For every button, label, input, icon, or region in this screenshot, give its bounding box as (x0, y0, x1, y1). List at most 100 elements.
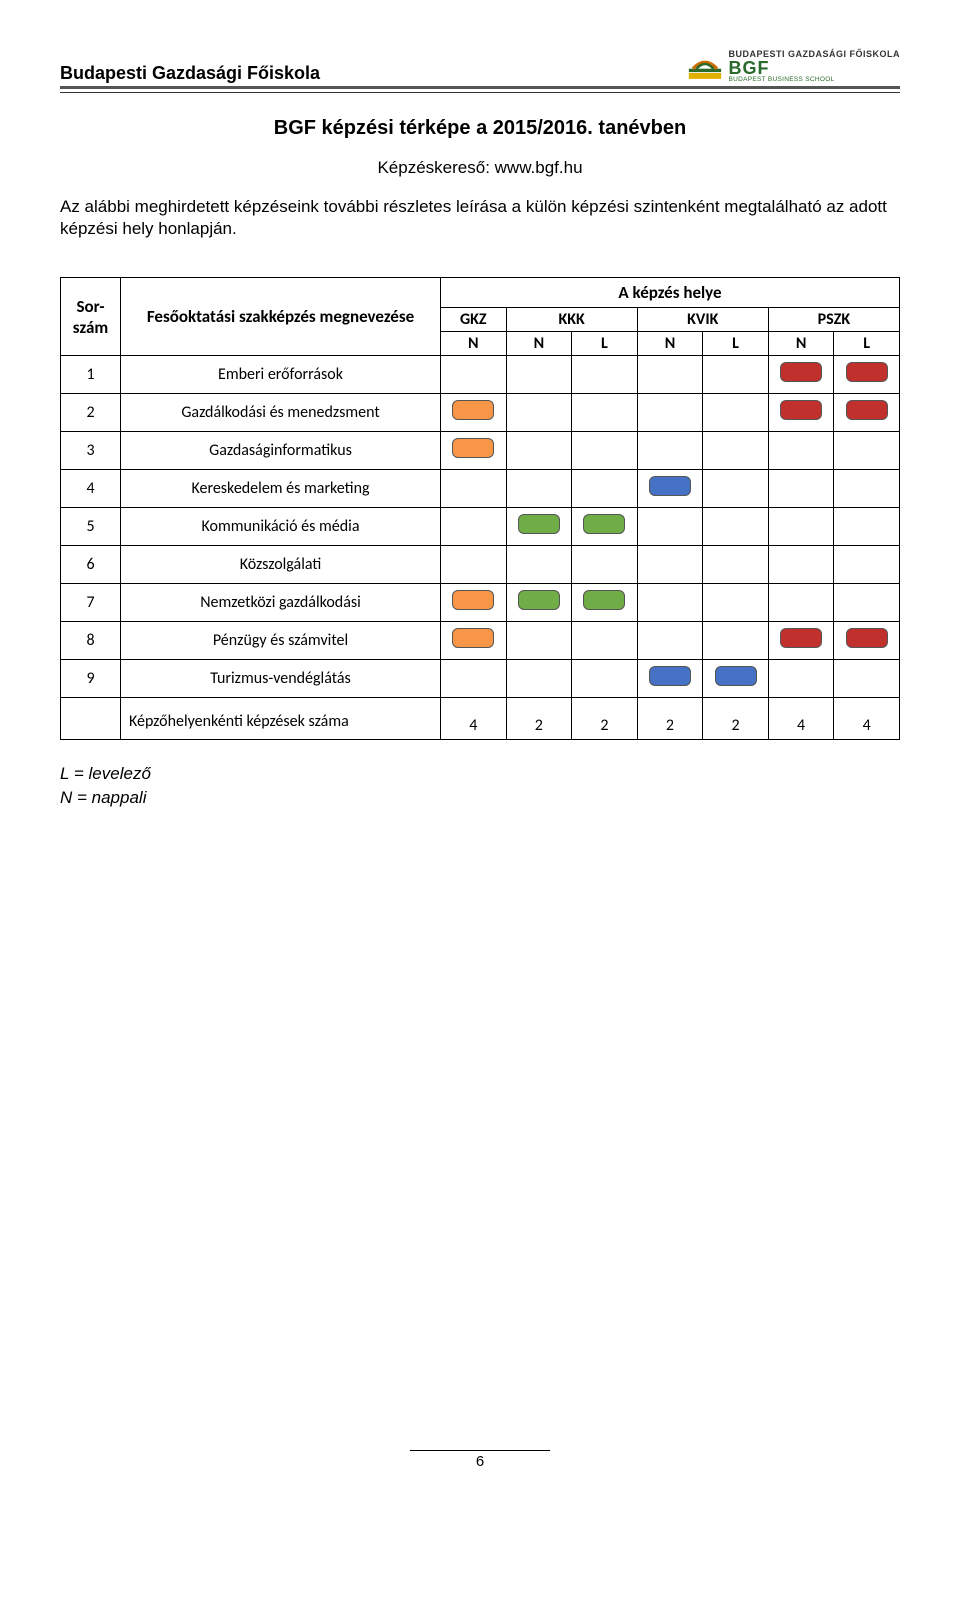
th-sublabel: N (637, 332, 703, 356)
row-number: 6 (61, 546, 121, 584)
grid-cell (637, 584, 703, 622)
color-chip (518, 590, 560, 610)
logo-sub-line: BUDAPEST BUSINESS SCHOOL (728, 77, 900, 84)
row-number: 5 (61, 508, 121, 546)
grid-cell (637, 622, 703, 660)
grid-cell (637, 470, 703, 508)
intro-paragraph: Az alábbi meghirdetett képzéseink tovább… (60, 196, 900, 242)
grid-cell (768, 394, 834, 432)
legend: L = levelező N = nappali (60, 762, 900, 810)
th-sublabel: N (506, 332, 572, 356)
grid-cell (637, 546, 703, 584)
page-footer: 6 (60, 1450, 900, 1470)
color-chip (715, 666, 757, 686)
page-subtitle: Képzéskereső: www.bgf.hu (60, 158, 900, 178)
totals-value: 2 (572, 698, 638, 740)
row-label: Turizmus-vendéglátás (121, 660, 441, 698)
grid-cell (834, 508, 900, 546)
grid-cell (834, 394, 900, 432)
grid-cell (572, 356, 638, 394)
th-sorszam-text: Sor- szám (73, 296, 108, 338)
color-chip (780, 362, 822, 382)
totals-value: 2 (506, 698, 572, 740)
grid-cell (768, 432, 834, 470)
totals-blank (61, 698, 121, 740)
row-label: Pénzügy és számvitel (121, 622, 441, 660)
table-row: 9Turizmus-vendéglátás (61, 660, 900, 698)
grid-cell (637, 356, 703, 394)
grid-cell (637, 394, 703, 432)
row-label: Gazdaságinformatikus (121, 432, 441, 470)
table-row: 8Pénzügy és számvitel (61, 622, 900, 660)
grid-cell (506, 356, 572, 394)
color-chip (846, 400, 888, 420)
grid-cell (703, 470, 769, 508)
grid-cell (441, 622, 507, 660)
grid-cell (441, 508, 507, 546)
row-label: Gazdálkodási és menedzsment (121, 394, 441, 432)
row-number: 2 (61, 394, 121, 432)
totals-value: 2 (703, 698, 769, 740)
grid-cell (441, 432, 507, 470)
color-chip (583, 590, 625, 610)
grid-cell (834, 432, 900, 470)
row-number: 1 (61, 356, 121, 394)
grid-cell (637, 432, 703, 470)
legend-n: N = nappali (60, 786, 900, 810)
color-chip (452, 400, 494, 420)
color-chip (452, 438, 494, 458)
grid-cell (703, 660, 769, 698)
grid-cell (572, 394, 638, 432)
grid-cell (703, 546, 769, 584)
row-number: 4 (61, 470, 121, 508)
totals-label: Képzőhelyenkénti képzések száma (121, 698, 441, 740)
grid-cell (441, 584, 507, 622)
th-megnevezes: Fesőoktatási szakképzés megnevezése (121, 278, 441, 356)
th-sublabel: L (834, 332, 900, 356)
row-label: Kommunikáció és média (121, 508, 441, 546)
grid-cell (506, 394, 572, 432)
color-chip (518, 514, 560, 534)
totals-value: 4 (768, 698, 834, 740)
color-chip (780, 400, 822, 420)
grid-cell (506, 432, 572, 470)
grid-cell (703, 584, 769, 622)
table-row: 1Emberi erőforrások (61, 356, 900, 394)
grid-cell (768, 546, 834, 584)
page-header: Budapesti Gazdasági Főiskola BUDAPESTI G… (60, 50, 900, 89)
row-label: Emberi erőforrások (121, 356, 441, 394)
grid-cell (572, 508, 638, 546)
th-location: KVIK (637, 308, 768, 332)
grid-cell (834, 622, 900, 660)
color-chip (452, 628, 494, 648)
logo: BUDAPESTI GAZDASÁGI FŐISKOLA BGF BUDAPES… (688, 50, 900, 84)
color-chip (583, 514, 625, 534)
grid-cell (703, 622, 769, 660)
color-chip (649, 476, 691, 496)
legend-l: L = levelező (60, 762, 900, 786)
table-row: 5Kommunikáció és média (61, 508, 900, 546)
grid-cell (572, 584, 638, 622)
page-number: 6 (60, 1453, 900, 1470)
grid-cell (506, 470, 572, 508)
totals-value: 2 (637, 698, 703, 740)
totals-value: 4 (441, 698, 507, 740)
grid-cell (834, 470, 900, 508)
grid-cell (506, 660, 572, 698)
color-chip (846, 628, 888, 648)
grid-cell (506, 508, 572, 546)
table-row: 4Kereskedelem és marketing (61, 470, 900, 508)
page-title: BGF képzési térképe a 2015/2016. tanévbe… (60, 117, 900, 140)
color-chip (780, 628, 822, 648)
table-row: 6Közszolgálati (61, 546, 900, 584)
table-row: 7Nemzetközi gazdálkodási (61, 584, 900, 622)
grid-cell (703, 356, 769, 394)
grid-cell (834, 584, 900, 622)
institution-name: Budapesti Gazdasági Főiskola (60, 63, 320, 84)
grid-cell (637, 660, 703, 698)
row-number: 9 (61, 660, 121, 698)
grid-cell (768, 660, 834, 698)
grid-cell (572, 470, 638, 508)
color-chip (846, 362, 888, 382)
row-number: 7 (61, 584, 121, 622)
